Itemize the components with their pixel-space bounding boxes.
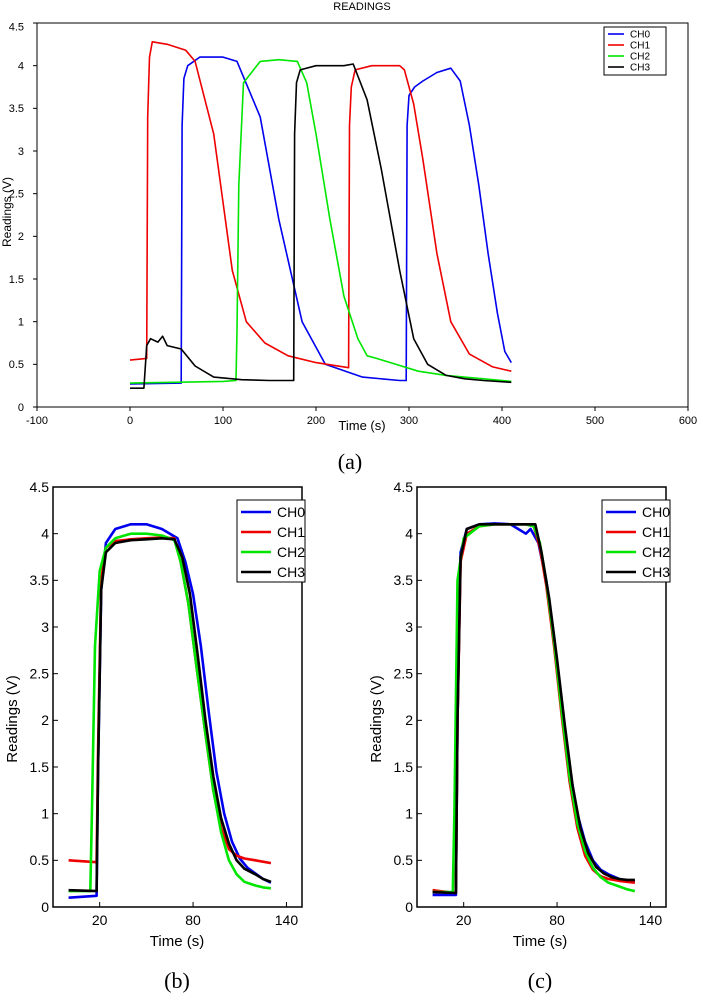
x-tick-label: 20 — [92, 912, 108, 928]
series-line-ch2 — [129, 58, 512, 384]
legend-label-ch0: CH0 — [277, 504, 305, 520]
x-tick-label: 20 — [456, 912, 472, 928]
legend-label-ch1: CH1 — [277, 524, 305, 540]
x-tick-label: 300 — [400, 415, 418, 427]
legend-label-ch3: CH3 — [277, 564, 305, 580]
y-axis-label: Readings (V) — [4, 675, 21, 763]
plot-frame — [36, 22, 689, 408]
x-axis-label: Time (s) — [150, 933, 204, 950]
y-tick-label: 0 — [18, 402, 24, 414]
series-line-ch2 — [68, 532, 272, 893]
x-tick-label: 140 — [275, 912, 299, 928]
x-tick-label: 400 — [493, 415, 511, 427]
series-line-ch1 — [129, 40, 512, 372]
panel-a: READINGS Time (s) Readings (V) (a) -100 0… — [0, 1, 697, 474]
y-tick-label: 2 — [405, 712, 413, 728]
y-tick-label: 2.5 — [30, 666, 50, 682]
panel-caption: (a) — [338, 449, 362, 474]
plot-frame — [52, 486, 303, 908]
x-tick-label: 600 — [679, 415, 697, 427]
series-line-ch3 — [130, 63, 512, 390]
legend-label-ch3: CH3 — [630, 63, 650, 74]
y-tick-label: 3 — [41, 619, 49, 635]
y-tick-label: 2.5 — [9, 189, 24, 201]
x-axis-label: Time (s) — [513, 933, 567, 950]
y-tick-label: 4 — [18, 61, 24, 73]
panel-b: Time (s) Readings (V) (b) 20 80 140 0 0.5 1 1.… — [4, 479, 306, 993]
y-tick-label: 1.5 — [30, 759, 50, 775]
x-tick-label: 0 — [127, 415, 133, 427]
series-line-ch3 — [68, 536, 272, 893]
series-line-ch0 — [129, 56, 512, 385]
y-tick-label: 0 — [405, 899, 413, 915]
y-tick-label: 1.5 — [9, 274, 24, 286]
y-tick-label: 2 — [41, 712, 49, 728]
y-tick-label: 1 — [18, 317, 24, 329]
x-tick-label: 80 — [185, 912, 201, 928]
legend-box — [601, 499, 671, 583]
y-tick-label: 3.5 — [394, 572, 414, 588]
y-tick-label: 1 — [41, 806, 49, 822]
y-tick-label: 2 — [18, 231, 24, 243]
y-tick-label: 3 — [18, 146, 24, 158]
legend-label-ch1: CH1 — [630, 41, 650, 52]
y-tick-label: 3.5 — [30, 572, 50, 588]
plot-frame — [416, 486, 667, 908]
y-tick-label: 4 — [41, 526, 49, 542]
series-line-ch3 — [432, 522, 635, 895]
y-tick-label: 0 — [41, 899, 49, 915]
x-axis-label: Time (s) — [338, 418, 385, 433]
y-tick-label: 4 — [405, 526, 413, 542]
legend-label-ch2: CH2 — [277, 544, 305, 560]
y-tick-label: 1.5 — [394, 759, 414, 775]
legend-label-ch2: CH2 — [630, 52, 650, 63]
y-tick-label: 3 — [405, 619, 413, 635]
y-axis-label: Readings (V) — [0, 177, 14, 247]
x-tick-label: 100 — [214, 415, 232, 427]
y-tick-label: 2.5 — [394, 666, 414, 682]
y-tick-label: 4.5 — [30, 479, 50, 495]
y-tick-label: 4.5 — [394, 479, 414, 495]
y-tick-label: 4.5 — [9, 22, 24, 34]
chart-title: READINGS — [333, 1, 390, 13]
panel-caption: (b) — [164, 968, 190, 993]
x-tick-label: -100 — [26, 415, 48, 427]
x-tick-label: 500 — [586, 415, 604, 427]
y-tick-label: 1 — [405, 806, 413, 822]
legend-label-ch3: CH3 — [642, 564, 670, 580]
y-tick-label: 0.5 — [30, 852, 50, 868]
panel-c: Time (s) Readings (V) (c) 20 80 140 0 0.5 1 1.… — [368, 479, 671, 993]
x-tick-label: 140 — [639, 912, 663, 928]
legend-label-ch0: CH0 — [630, 30, 650, 41]
legend-label-ch1: CH1 — [642, 524, 670, 540]
panel-caption: (c) — [528, 968, 552, 993]
x-tick-label: 80 — [549, 912, 565, 928]
y-axis-label: Readings (V) — [368, 675, 385, 763]
legend-box — [236, 499, 306, 583]
legend-label-ch0: CH0 — [642, 504, 670, 520]
legend-label-ch2: CH2 — [642, 544, 670, 560]
y-tick-label: 0.5 — [394, 852, 414, 868]
y-tick-label: 3.5 — [9, 103, 24, 115]
x-tick-label: 200 — [307, 415, 325, 427]
y-tick-label: 0.5 — [9, 359, 24, 371]
